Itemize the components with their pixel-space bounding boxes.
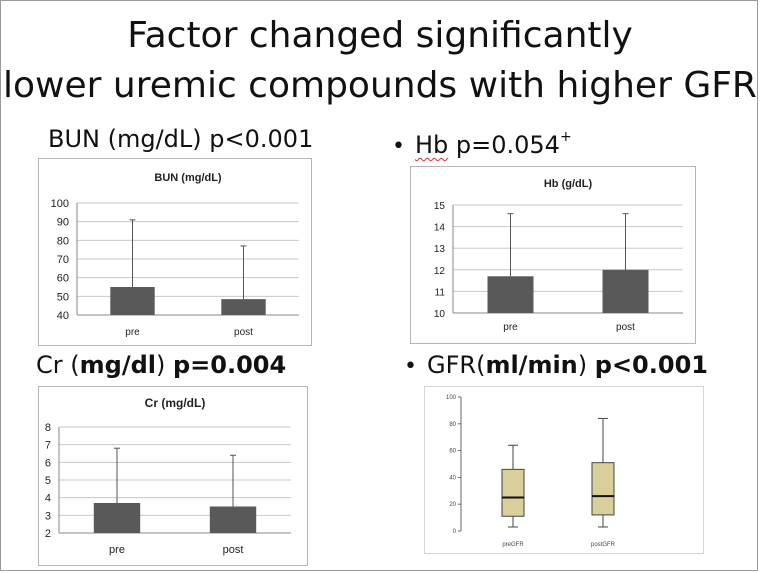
hb-heading-label: Hb	[414, 131, 449, 159]
cr-y-tick-label: 2	[45, 528, 51, 540]
hb-bar-post	[602, 269, 649, 313]
cr-bar-chart: Cr (mg/dL) 2 3 4 5 6 7 8 pre post	[45, 396, 291, 556]
cr-y-tick-label: 6	[45, 457, 51, 469]
cr-heading-unit: mg/dl	[79, 351, 156, 379]
hb-y-tick-label: 10	[434, 309, 446, 320]
hb-y-tick-label: 15	[434, 201, 446, 212]
bun-y-tick-label: 70	[57, 254, 69, 266]
bun-bar-pre	[110, 287, 155, 315]
cr-x-tick-label: post	[223, 544, 244, 556]
bun-bar-chart: BUN (mg/dL) 40 50 60 70 80 90 100 pre post	[51, 172, 299, 338]
gfr-box-postGFR	[591, 462, 615, 516]
hb-bar-chart: Hb (g/dL) 10 11 12 13 14 15 pre post	[434, 178, 683, 333]
cr-chart-box: Cr (mg/dL) 2 3 4 5 6 7 8 pre post	[38, 386, 308, 566]
cr-y-tick-label: 4	[45, 493, 51, 505]
hb-y-tick-label: 13	[434, 244, 446, 255]
bun-y-tick-label: 40	[57, 310, 69, 322]
hb-y-tick-label: 11	[435, 287, 446, 298]
cr-y-tick-label: 7	[45, 440, 51, 452]
gfr-y-tick-label: 40	[449, 475, 456, 481]
cr-heading-close: )	[155, 351, 173, 379]
bun-chart-box: BUN (mg/dL) 40 50 60 70 80 90 100 pre post	[38, 158, 312, 346]
bun-heading-label: BUN (mg/dL)	[48, 125, 210, 153]
bun-y-tick-label: 80	[57, 235, 69, 247]
slide-title-line1: Factor changed significantly	[127, 15, 633, 56]
gfr-heading-p: p<0.001	[594, 351, 708, 379]
gfr-y-tick-label: 100	[446, 395, 457, 401]
cr-y-tick-label: 5	[45, 475, 51, 487]
gfr-box-plot: 0 20 40 60 80 100 preGFR postGFR	[446, 395, 616, 548]
cr-bar-pre	[93, 502, 141, 533]
cr-y-tick-label: 8	[45, 422, 51, 434]
cr-heading-label: Cr (	[36, 351, 80, 379]
cr-chart-title: Cr (mg/dL)	[145, 396, 206, 410]
bun-heading: BUN (mg/dL) p<0.001	[48, 125, 313, 153]
hb-bar-pre	[487, 276, 534, 313]
gfr-heading-label: GFR(	[426, 351, 486, 379]
bun-x-tick-label: pre	[125, 327, 140, 338]
hb-heading-p: p=0.054	[448, 131, 560, 159]
hb-x-tick-label: post	[616, 322, 635, 333]
slide-title-line2: lower uremic compounds with higher GFR	[3, 65, 757, 106]
gfr-bullet: •	[404, 354, 417, 379]
gfr-chart-box: 0 20 40 60 80 100 preGFR postGFR	[424, 386, 704, 554]
bun-y-tick-label: 90	[57, 217, 69, 229]
cr-heading-p: p=0.004	[172, 351, 287, 379]
hb-bullet: •	[392, 134, 405, 159]
hb-heading: • Hb p=0.054+	[392, 129, 572, 159]
cr-heading: Cr (mg/dl) p=0.004	[36, 351, 286, 379]
bun-y-tick-label: 50	[57, 291, 69, 303]
bun-y-tick-label: 100	[51, 198, 69, 210]
bun-heading-p: p<0.001	[209, 125, 314, 153]
bun-bar-post	[221, 299, 266, 315]
gfr-box-preGFR	[501, 468, 525, 517]
hb-chart-box: Hb (g/dL) 10 11 12 13 14 15 pre post	[410, 166, 696, 344]
cr-y-tick-label: 3	[45, 510, 51, 522]
cr-x-tick-label: pre	[109, 544, 125, 556]
bun-x-tick-label: post	[234, 327, 253, 338]
bun-y-tick-label: 60	[57, 273, 69, 285]
gfr-y-tick-label: 60	[449, 449, 456, 455]
hb-y-tick-label: 14	[434, 223, 446, 234]
gfr-y-tick-label: 20	[449, 502, 456, 508]
gfr-y-tick-label: 80	[449, 422, 456, 428]
gfr-y-tick-label: 0	[453, 529, 457, 535]
hb-x-tick-label: pre	[503, 322, 518, 333]
gfr-heading: • GFR(ml/min) p<0.001	[404, 351, 708, 379]
cr-bar-post	[209, 506, 257, 533]
gfr-heading-close: )	[577, 351, 595, 379]
gfr-x-tick-label: preGFR	[502, 542, 524, 548]
gfr-x-tick-label: postGFR	[591, 542, 616, 548]
hb-heading-sup: +	[559, 129, 572, 145]
gfr-heading-unit: ml/min	[485, 351, 578, 379]
hb-chart-title: Hb (g/dL)	[544, 178, 593, 190]
hb-y-tick-label: 12	[434, 266, 446, 277]
bun-chart-title: BUN (mg/dL)	[154, 172, 222, 184]
